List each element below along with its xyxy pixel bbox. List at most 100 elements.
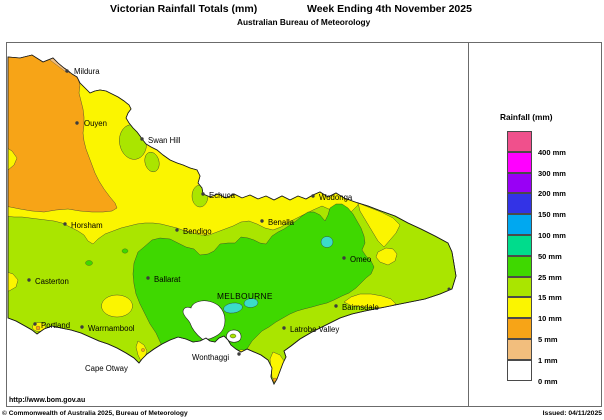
legend-swatch-50-mm [507, 234, 532, 256]
legend-swatch-400-mm [507, 131, 532, 152]
legend-entry-5-mm: 5 mm [507, 318, 597, 344]
region-rainfall-10-15mm-bairnsdale-patch [343, 293, 397, 309]
legend-label-5-mm: 5 mm [538, 334, 558, 344]
legend-swatch-10-mm [507, 297, 532, 319]
legend-entry-25-mm: 25 mm [507, 255, 597, 282]
region-rainfall-5-10mm-cape-otway-speck [141, 348, 145, 352]
legend: 400 mm 300 mm 200 mm 150 mm 100 mm 50 mm 25 mm… [507, 131, 597, 386]
city-dot-benalla [260, 219, 264, 223]
city-label-latrobe-valley: Latrobe Valley [290, 325, 339, 334]
region-rainfall-50-100mm-omeo-northwest [320, 236, 334, 248]
legend-entry-400-mm: 400 mm [507, 131, 597, 157]
city-dot-ballarat [146, 276, 150, 280]
city-dot-casterton [27, 278, 31, 282]
legend-entry-15-mm: 15 mm [507, 276, 597, 302]
legend-entry-150-mm: 150 mm [507, 193, 597, 219]
city-dot-wodonga [311, 194, 315, 198]
region-rainfall-10-15mm-warrnambool-north-patch [101, 294, 133, 318]
legend-label-15-mm: 15 mm [538, 293, 562, 303]
legend-swatch-5-mm [507, 318, 532, 339]
legend-entry-200-mm: 200 mm [507, 172, 597, 198]
legend-entry-50-mm: 50 mm [507, 234, 597, 261]
legend-entry-1-mm: 1 mm [507, 338, 597, 365]
french-island [229, 333, 237, 339]
city-label-benalla: Benalla [268, 218, 295, 227]
panel-divider [468, 42, 469, 407]
city-label-portland: Portland [41, 321, 70, 330]
region-rainfall-25-50mm-speck-northwest [121, 248, 129, 254]
legend-swatch-150-mm [507, 193, 532, 215]
legend-label-100-mm: 100 mm [538, 230, 566, 240]
agency-subtitle: Australian Bureau of Meteorology [237, 17, 371, 27]
city-dot-echuca [201, 192, 205, 196]
legend-label-150-mm: 150 mm [538, 210, 566, 220]
city-dot-wonthaggi [237, 352, 241, 356]
city-label-mildura: Mildura [74, 67, 100, 76]
region-rainfall-10-15mm-northeast-corner [357, 202, 401, 248]
city-dot-warrnambool [80, 325, 84, 329]
footer-issued-date: Issued: 04/11/2025 [542, 410, 602, 417]
city-label-wonthaggi: Wonthaggi [192, 353, 229, 362]
legend-entry-300-mm: 300 mm [507, 151, 597, 178]
city-label-warrnambool: Warrnambool [88, 324, 135, 333]
city-dot-mildura [65, 69, 69, 73]
legend-title: Rainfall (mm) [500, 112, 553, 122]
city-label-casterton: Casterton [35, 277, 69, 286]
city-label-ballarat: Ballarat [154, 275, 181, 284]
city-label-melbourne: MELBOURNE [217, 291, 273, 301]
city-dot-horsham [63, 222, 67, 226]
region-rainfall-5-10mm-northwest [8, 55, 118, 213]
region-rainfall-5-10mm-portland-speck [35, 325, 41, 331]
map-frame [6, 42, 602, 407]
city-dot-portland [33, 322, 37, 326]
region-rainfall-15-25mm-swan-hill-patch-south [144, 151, 160, 173]
city-dot-latrobe-valley [282, 326, 286, 330]
region-rainfall-10-15mm-west-edge-notch [8, 145, 18, 173]
footer-url: http://www.bom.gov.au [9, 397, 86, 404]
city-dot-swan-hill [140, 137, 144, 141]
east-coast-point-marker [447, 287, 451, 291]
city-label-ouyen: Ouyen [84, 119, 107, 128]
legend-label-0-mm: 0 mm [538, 376, 558, 386]
city-label-swan-hill: Swan Hill [148, 136, 181, 145]
legend-swatch-25-mm [507, 255, 532, 277]
city-label-echuca: Echuca [209, 191, 236, 200]
legend-label-1-mm: 1 mm [538, 355, 558, 365]
region-rainfall-25-50mm-speck-west [85, 260, 93, 266]
region-rainfall-10-15mm-east-of-omeo [375, 247, 398, 266]
city-dot-omeo [342, 256, 346, 260]
legend-entry-100-mm: 100 mm [507, 214, 597, 240]
legend-label-300-mm: 300 mm [538, 168, 566, 178]
city-dot-bairnsdale [334, 304, 338, 308]
legend-swatch-1-mm [507, 338, 532, 360]
legend-label-50-mm: 50 mm [538, 251, 562, 261]
city-markers: Mildura Ouyen Swan Hill Echuca Wodonga Benall… [27, 67, 379, 373]
city-label-bairnsdale: Bairnsdale [342, 303, 379, 312]
legend-swatch-300-mm [507, 151, 532, 173]
legend-entry-10-mm: 10 mm [507, 297, 597, 323]
city-label-bendigo: Bendigo [183, 227, 212, 236]
page-title: Victorian Rainfall Totals (mm) [110, 3, 258, 15]
city-label-wodonga: Wodonga [319, 193, 353, 202]
legend-swatch-200-mm [507, 172, 532, 194]
legend-label-10-mm: 10 mm [538, 314, 562, 324]
footer-copyright: © Commonwealth of Australia 2025, Bureau… [2, 410, 188, 417]
legend-swatch-15-mm [507, 276, 532, 298]
city-label-omeo: Omeo [350, 255, 372, 264]
region-rainfall-15-25mm-echuca-patch [191, 184, 209, 208]
legend-label-25-mm: 25 mm [538, 272, 562, 282]
victoria-outline [7, 54, 457, 385]
region-rainfall-50-100mm-melbourne-east-2 [243, 298, 259, 308]
port-phillip-bay [182, 300, 226, 340]
legend-swatch-100-mm [507, 214, 532, 235]
legend-swatch-0-mm [507, 359, 532, 381]
legend-label-200-mm: 200 mm [538, 189, 566, 199]
week-ending-title: Week Ending 4th November 2025 [307, 3, 472, 15]
city-dot-bendigo [175, 228, 179, 232]
legend-label-400-mm: 400 mm [538, 147, 566, 157]
region-rainfall-10-15mm-casterton-edge [8, 270, 19, 292]
legend-entry-0-mm: 0 mm [507, 359, 597, 386]
region-rainfall-50-100mm-melbourne-east-1 [223, 302, 243, 314]
